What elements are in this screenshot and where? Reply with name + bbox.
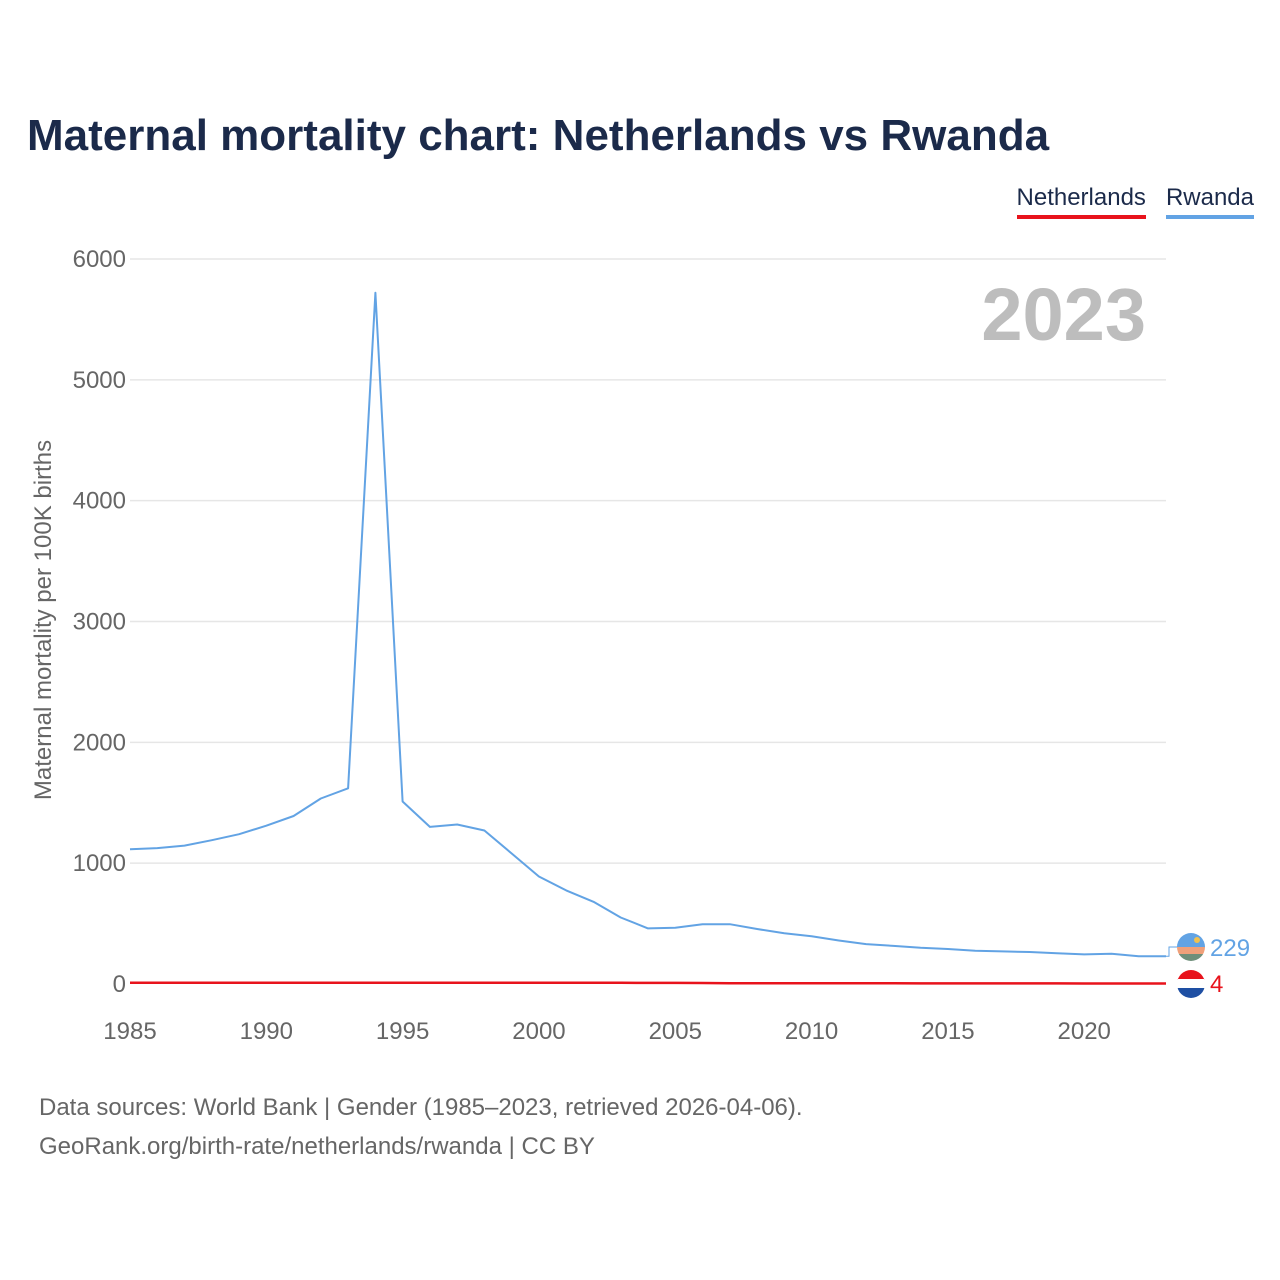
footer: Data sources: World Bank | Gender (1985–…	[39, 1088, 803, 1166]
x-tick-label: 1985	[103, 1018, 156, 1045]
year-watermark: 2023	[981, 273, 1146, 356]
legend: Netherlands Rwanda	[1016, 183, 1254, 219]
x-tick-label: 2020	[1058, 1018, 1111, 1045]
end-markers: 229 4	[1166, 933, 1250, 998]
y-tick-label: 6000	[73, 246, 126, 273]
chart-title: Maternal mortality chart: Netherlands vs…	[27, 111, 1050, 160]
x-tick-label: 2015	[921, 1018, 974, 1045]
series-lines	[129, 291, 1167, 985]
footer-source: Data sources: World Bank | Gender (1985–…	[39, 1094, 803, 1121]
y-tick-label: 3000	[73, 609, 126, 636]
y-tick-label: 2000	[73, 729, 126, 756]
y-tick-label: 1000	[73, 850, 126, 877]
legend-item-rwanda[interactable]: Rwanda	[1165, 183, 1254, 219]
legend-item-netherlands[interactable]: Netherlands	[1016, 183, 1146, 219]
netherlands-end-label: 4	[1210, 971, 1223, 998]
series-line-rwanda[interactable]	[129, 291, 1167, 958]
footer-link[interactable]: GeoRank.org/birth-rate/netherlands/rwand…	[39, 1133, 595, 1160]
series-line-netherlands[interactable]	[130, 981, 1166, 985]
y-axis-ticks: 0 1000 2000 3000 4000 5000 6000	[73, 246, 126, 998]
y-tick-label: 0	[113, 971, 126, 998]
x-tick-label: 1990	[240, 1018, 293, 1045]
rwanda-flag-icon	[1177, 933, 1205, 961]
x-tick-label: 2000	[512, 1018, 565, 1045]
x-axis-ticks: 1985 1990 1995 2000 2005 2010 2015 2020	[103, 1018, 1111, 1045]
y-tick-label: 4000	[73, 488, 126, 515]
x-tick-label: 2005	[649, 1018, 702, 1045]
netherlands-flag-icon	[1177, 970, 1205, 998]
y-tick-label: 5000	[73, 367, 126, 394]
grid-lines	[130, 258, 1166, 864]
x-tick-label: 2010	[785, 1018, 838, 1045]
x-tick-label: 1995	[376, 1018, 429, 1045]
rwanda-leader-line	[1166, 946, 1177, 957]
rwanda-end-label: 229	[1210, 935, 1250, 962]
y-axis-label: Maternal mortality per 100K births	[30, 440, 57, 800]
